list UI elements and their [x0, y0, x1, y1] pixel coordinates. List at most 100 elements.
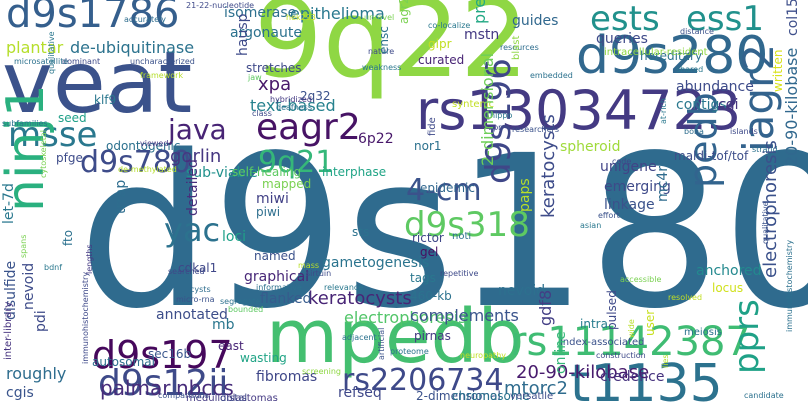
word-anchored: klf9: [94, 93, 117, 107]
word-java: 4-cm: [406, 173, 482, 208]
word-class: comparisons: [158, 391, 209, 400]
word-sub-viable: maldi-tof/tof: [674, 149, 749, 163]
word-nevoid: complements: [410, 306, 519, 325]
word-nor1: emerging: [604, 179, 671, 195]
word-fto: autosomal: [92, 355, 155, 369]
word-gdf8: named: [254, 249, 296, 263]
word-cdkal1: gel: [420, 245, 439, 259]
word-xpa: mstn: [464, 27, 500, 43]
word-annotated: inter-library: [3, 301, 14, 360]
word-deafness: hybridized: [270, 95, 312, 104]
word-nature: weakness: [362, 63, 402, 72]
word-seed: curated: [418, 53, 465, 67]
word-keratocysts: keratocysts: [538, 114, 559, 218]
word-linkage: pfge: [56, 151, 83, 165]
word-bona: islands: [730, 127, 758, 136]
word-pits: linkage: [604, 197, 655, 213]
word-mtorc2: 2-dimensional: [416, 389, 501, 403]
word-yac: d9s318: [404, 205, 530, 245]
word-eagr2: eagr2: [256, 107, 361, 148]
word-fide: class: [252, 109, 272, 118]
word-t1135: t1135: [570, 354, 723, 404]
word-9q21: d9s780: [80, 145, 192, 180]
word-self-healing: spheroid: [560, 139, 621, 155]
word-4-cm: yac: [164, 211, 221, 249]
word-segregate: searched: [168, 267, 205, 276]
word-sts: gipr: [428, 37, 452, 51]
word-strand: asian: [580, 221, 602, 230]
word-co-localize: unravel: [364, 13, 395, 22]
word-nbccs: nbccs: [176, 376, 234, 400]
word-versatile: chromosome: [452, 389, 530, 403]
word-pfge: hausp: [235, 13, 251, 56]
word-d9s12ii: d9s12ii: [98, 363, 229, 404]
word-gipr: xpa: [258, 74, 292, 95]
word-wasting: east: [218, 339, 244, 353]
word-sterility: user: [643, 309, 657, 336]
word-detailed: interphase: [322, 165, 387, 179]
word-cysts: micro-rna: [176, 295, 215, 304]
word-asian: effort: [598, 211, 620, 220]
word-cgis: fibromas: [256, 369, 318, 385]
word-graphical: cgis: [6, 385, 34, 401]
word-rs11142387: rs11142387: [510, 319, 751, 365]
word-maldi-tof/tof: let-7d: [1, 183, 17, 224]
word-pdi: roughly: [6, 364, 67, 383]
word-relational: intra: [580, 317, 608, 331]
word-researchers: syntenic: [452, 99, 495, 110]
word-unravel: 21-22-nucleotide: [186, 1, 255, 10]
word-mb: mtorc2: [504, 378, 568, 399]
word-index-associated: distal: [220, 393, 248, 404]
word-agr2: isomerase: [224, 5, 297, 21]
word-proteome: artificial: [377, 327, 386, 360]
word-de-methylated: immunohistochemistry: [785, 239, 794, 332]
word-intracellular-resident: distance: [680, 27, 714, 36]
word-veat: veat: [2, 33, 193, 133]
word-meiosis: index-associated: [560, 337, 645, 348]
word-candidate: lies: [661, 354, 670, 368]
word-at-rich: code: [612, 157, 632, 166]
word-refseq: electrophoresis: [344, 308, 467, 327]
word-relevance: informative: [256, 283, 302, 292]
word-artificial: repetitive: [440, 269, 479, 278]
word-ess1: ess1: [686, 0, 764, 39]
word-noti: miwi: [256, 191, 289, 207]
word-pprs: pprs: [727, 299, 767, 374]
word-cytoskeletal: qualitative: [47, 31, 56, 74]
word-viewed: de-methylated: [118, 165, 177, 174]
word-hereditary: paps: [517, 178, 533, 212]
word-micro-rna: bounded: [228, 305, 264, 314]
word-lies: construction: [596, 351, 646, 360]
word-informative: sirtuin: [306, 269, 332, 278]
word-medulloblastomas: versatile: [510, 391, 554, 402]
word-pulsed: sts: [352, 225, 370, 239]
word-d9s280: d9s280: [576, 26, 769, 86]
word-klf9: 2q32: [300, 89, 331, 103]
word-unigene: trrap: [113, 179, 129, 214]
word-weakness: microsatellite: [14, 57, 69, 66]
word-distance: co-localize: [428, 21, 471, 30]
word-upr: upr: [488, 123, 502, 132]
word-let-7d: flanked: [260, 291, 312, 307]
word-guides: queries: [596, 31, 648, 47]
word-curated: stretches: [246, 61, 302, 75]
word-effort: resolved: [668, 293, 703, 302]
word-rs13034723: rs13034723: [416, 79, 742, 142]
word-predicated: predicated: [470, 0, 489, 24]
word-distal: medulloblastomas: [186, 393, 278, 404]
word-palmar: palmar: [100, 376, 171, 400]
word-jaw: nature: [368, 47, 395, 56]
word-subfamilies: cytoskeletal: [39, 129, 48, 178]
word-bounded: segregate: [220, 297, 261, 306]
word-6p22: unigene: [600, 159, 657, 175]
word-2-dimensional: 2-dimensional: [478, 52, 497, 166]
word-wide: blast: [511, 35, 522, 60]
word-rictor: epidemic: [420, 181, 475, 195]
word-gel: piwi: [256, 205, 281, 219]
word-9q22: 9q22: [254, 0, 529, 102]
word-2q32: guides: [512, 13, 559, 29]
word-paps: tags: [410, 271, 436, 285]
word-bdnf: lengths: [85, 244, 94, 274]
word-resolved: accessible: [620, 275, 662, 284]
word-neuropathy: fide: [427, 117, 438, 136]
